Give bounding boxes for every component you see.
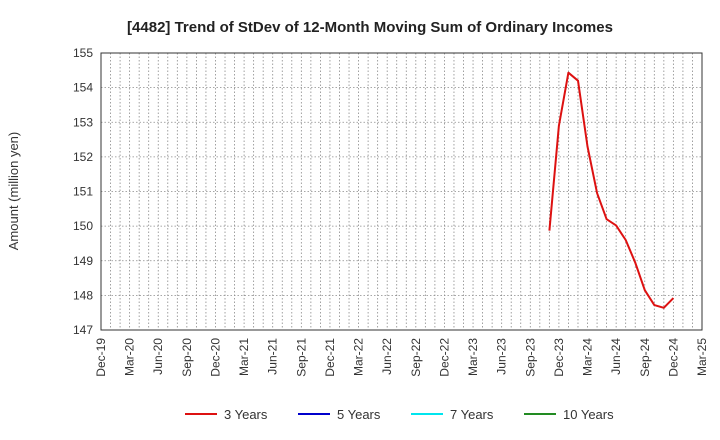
y-axis-ticks: 147 148 149 150 151 152 153 154 155 [73, 46, 93, 337]
x-tick-label: Mar-21 [237, 338, 251, 376]
x-tick-label: Mar-22 [352, 338, 366, 376]
x-tick-label: Sep-21 [294, 338, 308, 377]
series-lines [548, 71, 675, 309]
chart-title: [4482] Trend of StDev of 12-Month Moving… [127, 19, 613, 36]
y-tick-label: 147 [73, 323, 93, 337]
x-tick-label: Sep-22 [409, 338, 423, 377]
legend-label: 7 Years [450, 407, 494, 422]
x-tick-label: Dec-21 [323, 338, 337, 377]
y-tick-label: 151 [73, 185, 93, 199]
x-tick-label: Sep-20 [180, 338, 194, 377]
x-tick-label: Dec-23 [552, 338, 566, 377]
x-axis-ticks: Dec-19 Mar-20 Jun-20 Sep-20 Dec-20 Mar-21 Jun-… [94, 338, 709, 377]
x-tick-label: Jun-20 [151, 338, 165, 375]
x-tick-label: Jun-23 [495, 338, 509, 375]
y-tick-label: 148 [73, 288, 93, 302]
x-tick-label: Dec-22 [437, 338, 451, 377]
legend-label: 3 Years [224, 407, 268, 422]
y-tick-label: 153 [73, 115, 93, 129]
series-line-3-years [548, 71, 675, 309]
y-tick-label: 152 [73, 150, 93, 164]
legend: 3 Years 5 Years 7 Years 10 Years [185, 407, 614, 422]
plot-frame [100, 52, 703, 331]
x-tick-label: Dec-20 [208, 338, 222, 377]
x-tick-label: Jun-21 [266, 338, 280, 375]
x-tick-label: Sep-24 [638, 338, 652, 377]
y-tick-label: 155 [73, 46, 93, 60]
y-axis-label: Amount (million yen) [6, 132, 21, 251]
x-tick-label: Sep-23 [523, 338, 537, 377]
x-tick-label: Jun-22 [380, 338, 394, 375]
x-tick-label: Mar-20 [123, 338, 137, 376]
x-tick-label: Mar-25 [695, 338, 709, 376]
legend-label: 10 Years [563, 407, 614, 422]
x-tick-label: Mar-24 [581, 338, 595, 376]
y-tick-label: 149 [73, 254, 93, 268]
y-tick-label: 150 [73, 219, 93, 233]
x-tick-label: Dec-19 [94, 338, 108, 377]
x-tick-label: Mar-23 [466, 338, 480, 376]
legend-label: 5 Years [337, 407, 381, 422]
y-tick-label: 154 [73, 81, 93, 95]
x-tick-label: Dec-24 [666, 338, 680, 377]
grid [101, 53, 702, 330]
x-tick-label: Jun-24 [609, 338, 623, 375]
